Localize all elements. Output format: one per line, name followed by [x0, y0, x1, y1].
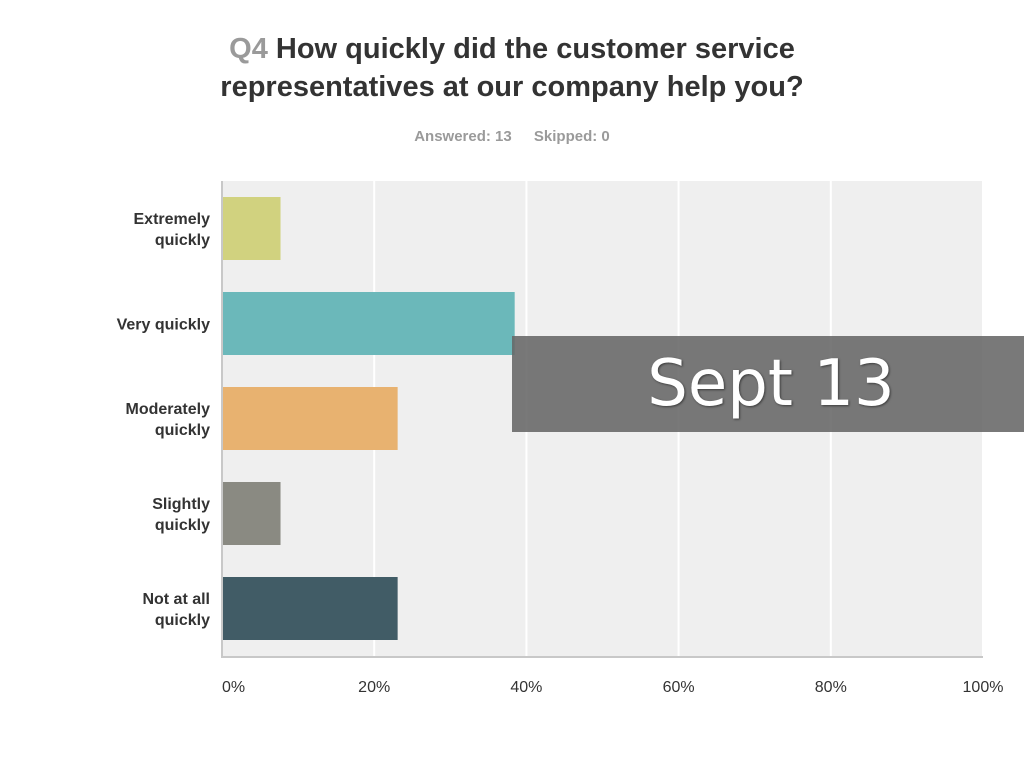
skipped-count: Skipped: 0	[533, 128, 610, 145]
category-label: quickly	[155, 517, 210, 534]
category-label: quickly	[155, 232, 210, 249]
x-tick-label: 40%	[510, 679, 542, 696]
bar	[222, 387, 398, 450]
category-label: quickly	[155, 422, 210, 439]
response-summary: Answered: 13 Skipped: 0	[0, 128, 1024, 145]
x-tick-label: 100%	[963, 679, 1004, 696]
category-label: Not at all	[142, 591, 210, 608]
category-label: Moderately	[126, 401, 211, 418]
bar	[222, 482, 281, 545]
x-tick-label: 60%	[663, 679, 695, 696]
bar	[222, 197, 281, 260]
x-tick-label: 0%	[222, 679, 245, 696]
banner-text: Sept 13	[647, 347, 895, 421]
chart-title: Q4 How quickly did the customer service …	[150, 30, 874, 106]
bar	[222, 292, 515, 355]
question-text: How quickly did the customer service rep…	[220, 33, 804, 103]
category-label: quickly	[155, 612, 210, 629]
date-banner: Sept 13	[512, 336, 1024, 432]
x-tick-label: 20%	[358, 679, 390, 696]
bar	[222, 577, 398, 640]
category-label: Extremely	[134, 211, 211, 228]
x-tick-label: 80%	[815, 679, 847, 696]
category-label: Very quickly	[117, 317, 210, 334]
question-number: Q4	[229, 33, 268, 65]
category-label: Slightly	[152, 496, 210, 513]
answered-count: Answered: 13	[414, 128, 512, 145]
